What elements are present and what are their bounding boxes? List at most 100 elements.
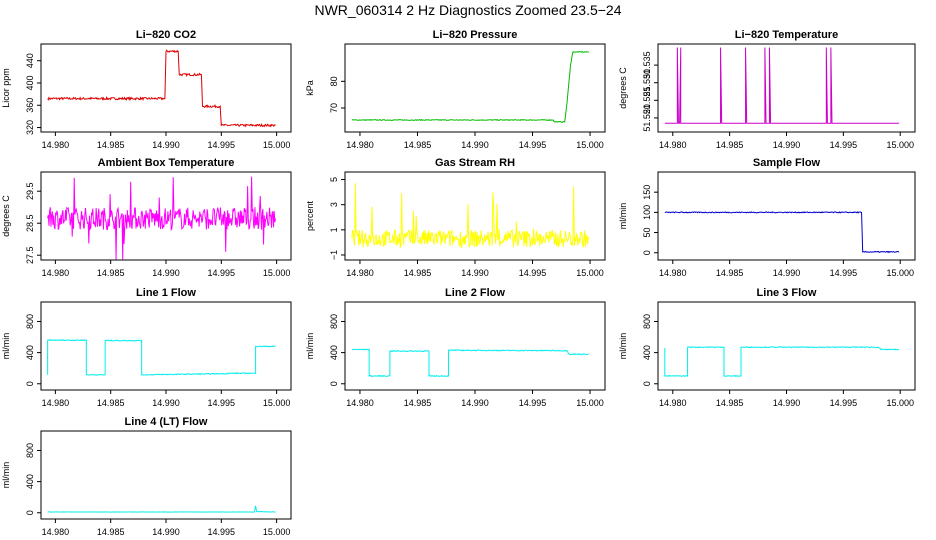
panel-title: Line 4 (LT) Flow (125, 416, 208, 428)
x-tick-label: 15.000 (886, 140, 914, 150)
y-tick-label: 51.530 (642, 69, 652, 97)
data-series-line (47, 176, 277, 260)
panel-title: Li−820 Temperature (735, 29, 838, 41)
x-tick-label: 14.990 (773, 398, 801, 408)
x-tick-label: 14.980 (42, 527, 70, 537)
x-tick-label: 15.000 (886, 268, 914, 278)
x-tick-label: 14.995 (519, 140, 547, 150)
y-tick-label: 800 (329, 314, 339, 329)
y-tick-label: 800 (642, 314, 652, 329)
data-series-line (351, 183, 590, 249)
data-series-line (664, 346, 900, 377)
x-tick-label: 15.000 (263, 268, 291, 278)
x-tick-label: 14.990 (152, 268, 180, 278)
data-series-line (47, 505, 276, 513)
y-tick-label: 5 (329, 177, 339, 182)
y-tick-label: 440 (25, 53, 35, 68)
x-tick-label: 14.995 (830, 268, 858, 278)
data-series-line (664, 211, 900, 254)
y-axis-label: kPa (305, 80, 315, 96)
x-tick-label: 14.980 (659, 268, 687, 278)
x-tick-label: 14.995 (208, 527, 236, 537)
page-title: NWR_060314 2 Hz Diagnostics Zoomed 23.5−… (314, 2, 622, 18)
data-series-line (351, 51, 589, 123)
data-series-line (47, 49, 276, 128)
plot-frame (657, 301, 916, 391)
x-tick-label: 14.995 (208, 140, 236, 150)
y-tick-label: 0 (25, 381, 35, 386)
y-tick-label: 1 (329, 227, 339, 232)
y-tick-label: 3 (329, 202, 339, 207)
y-axis-label: Licor ppm (1, 68, 11, 108)
y-tick-label: 50 (642, 228, 652, 238)
y-axis-label: percent (305, 200, 315, 231)
y-axis-label: ml/min (1, 462, 11, 489)
x-tick-label: 15.000 (576, 398, 604, 408)
x-tick-label: 14.985 (97, 268, 125, 278)
x-tick-label: 14.995 (830, 398, 858, 408)
y-tick-label: 320 (25, 120, 35, 135)
y-tick-label: 0 (25, 510, 35, 515)
y-tick-label: 29.5 (25, 182, 35, 200)
y-tick-label: 80 (329, 76, 339, 86)
x-tick-label: 14.980 (346, 398, 374, 408)
y-tick-label: −1 (329, 250, 339, 260)
panel-1: Li−820 Pressure kPa 70 80 14.980 14.985 14.990… (305, 29, 606, 150)
x-tick-label: 14.985 (97, 398, 125, 408)
y-axis-label: degrees C (618, 67, 628, 109)
y-tick-label: 0 (642, 381, 652, 386)
data-series-line (351, 348, 589, 378)
x-tick-label: 15.000 (263, 398, 291, 408)
y-tick-label: 150 (642, 185, 652, 200)
y-tick-label: 0 (329, 381, 339, 386)
plot-frame (657, 171, 916, 261)
x-tick-label: 14.985 (97, 140, 125, 150)
x-tick-label: 15.000 (576, 140, 604, 150)
panel-7: Line 2 Flow ml/min 0 400 800 14.980 14.985 14.9… (305, 287, 606, 408)
x-tick-label: 14.985 (716, 268, 744, 278)
x-tick-label: 14.990 (152, 140, 180, 150)
plot-frame (344, 43, 606, 133)
y-tick-label: 51.535 (642, 51, 652, 79)
y-axis-label: ml/min (1, 333, 11, 360)
y-axis-label: ml/min (618, 203, 628, 230)
x-tick-label: 14.980 (42, 268, 70, 278)
panel-title: Line 1 Flow (136, 287, 196, 299)
y-tick-label: 100 (642, 205, 652, 220)
y-tick-label: 800 (25, 314, 35, 329)
x-tick-label: 14.990 (461, 398, 489, 408)
x-tick-label: 15.000 (263, 527, 291, 537)
y-tick-label: 400 (642, 345, 652, 360)
panel-title: Line 2 Flow (445, 287, 505, 299)
y-tick-label: 400 (329, 345, 339, 360)
y-tick-label: 27.5 (25, 246, 35, 264)
plot-frame (344, 301, 606, 391)
panel-title: Line 3 Flow (757, 287, 817, 299)
x-tick-label: 14.985 (404, 140, 432, 150)
panel-title: Gas Stream RH (435, 157, 515, 169)
y-tick-label: 400 (25, 75, 35, 90)
x-tick-label: 14.985 (404, 398, 432, 408)
y-tick-label: 0 (642, 250, 652, 255)
x-tick-label: 14.980 (346, 140, 374, 150)
y-tick-label: 400 (25, 345, 35, 360)
x-tick-label: 14.980 (42, 140, 70, 150)
panel-title: Ambient Box Temperature (98, 157, 235, 169)
data-series-line (47, 339, 276, 376)
x-tick-label: 14.995 (208, 398, 236, 408)
x-tick-label: 14.985 (404, 268, 432, 278)
x-tick-label: 14.980 (346, 268, 374, 278)
x-tick-label: 14.990 (461, 268, 489, 278)
y-tick-label: 70 (329, 103, 339, 113)
panel-5: Sample Flow ml/min 0 50 100 150 14.980 14.985 14… (618, 157, 916, 278)
plot-frame (657, 43, 916, 133)
y-tick-label: 51.525 (642, 87, 652, 115)
panel-9: Line 4 (LT) Flow ml/min 0 400 800 14.980 14.98… (1, 416, 292, 537)
x-tick-label: 14.995 (519, 398, 547, 408)
x-tick-label: 14.980 (659, 140, 687, 150)
plot-frame (40, 430, 292, 520)
y-axis-label: ml/min (305, 333, 315, 360)
y-tick-label: 800 (25, 443, 35, 458)
panel-6: Line 1 Flow ml/min 0 400 800 14.980 14.985 14.9… (1, 287, 292, 408)
